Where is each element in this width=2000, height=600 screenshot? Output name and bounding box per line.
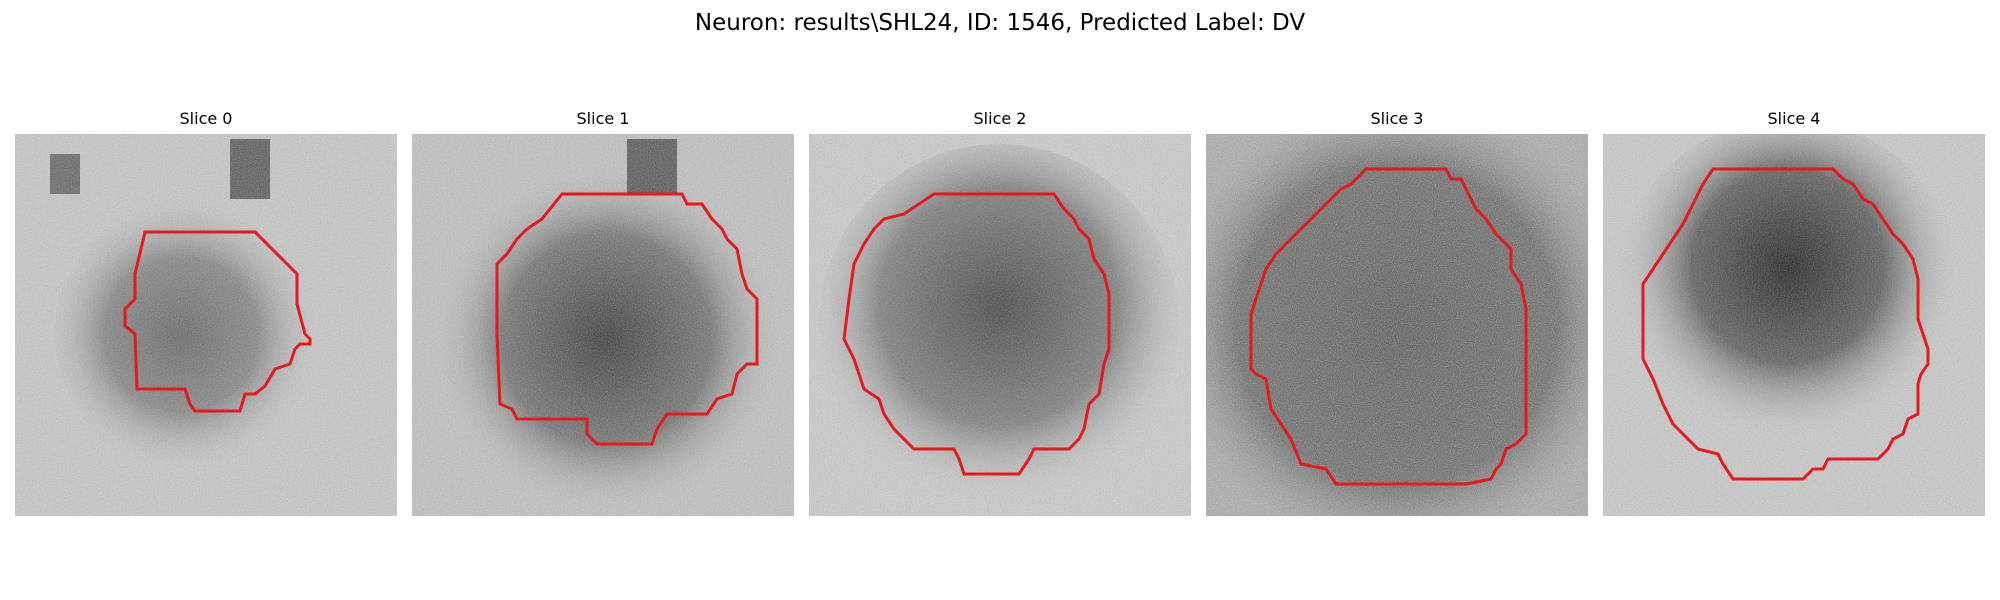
neuron-image-slice-2 xyxy=(809,134,1191,516)
slice-panel-2: Slice 2 xyxy=(809,108,1191,516)
slice-title: Slice 0 xyxy=(179,109,233,128)
slice-title: Slice 2 xyxy=(973,109,1027,128)
neuron-image-slice-0 xyxy=(15,134,397,516)
slice-panel-4: Slice 4 xyxy=(1603,108,1985,516)
slice-title: Slice 4 xyxy=(1767,109,1821,128)
slice-title: Slice 1 xyxy=(576,109,630,128)
neuron-image-slice-4 xyxy=(1603,134,1985,516)
slice-title: Slice 3 xyxy=(1370,109,1424,128)
roi-contour xyxy=(1641,167,1930,481)
roi-contour xyxy=(1249,167,1528,486)
neuron-image-slice-3 xyxy=(1206,134,1588,516)
slice-panel-3: Slice 3 xyxy=(1206,108,1588,516)
slice-panel-0: Slice 0 xyxy=(15,108,397,516)
roi-contour xyxy=(842,192,1111,476)
roi-contour xyxy=(123,230,312,413)
neuron-image-slice-1 xyxy=(412,134,794,516)
roi-contour xyxy=(495,192,759,446)
slice-panel-1: Slice 1 xyxy=(412,108,794,516)
figure-title: Neuron: results\SHL24, ID: 1546, Predict… xyxy=(694,10,1306,36)
